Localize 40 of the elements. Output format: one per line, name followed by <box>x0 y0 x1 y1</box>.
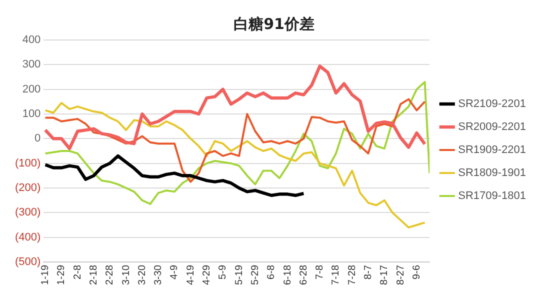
x-tick-label: 8-27 <box>395 264 406 285</box>
y-tick-label: 100 <box>22 108 41 120</box>
chart-title: 白糖91价差 <box>234 14 314 33</box>
x-tick-label: 3-20 <box>136 264 148 285</box>
x-tick-label: 3-10 <box>120 264 132 285</box>
x-tick-label: 4-29 <box>202 264 213 285</box>
y-tick-label: 300 <box>22 58 41 71</box>
x-tick-label: 1-19 <box>40 264 52 285</box>
y-tick-label: (400) <box>14 231 41 244</box>
x-tick-label: 2-8 <box>72 264 84 280</box>
legend-label: SR1809-1901 <box>458 167 526 180</box>
x-tick-label: 7-8 <box>314 264 326 280</box>
y-tick-label: (100) <box>14 157 41 170</box>
y-tick-label: 200 <box>22 83 41 96</box>
x-tick-label: 9-6 <box>411 264 422 280</box>
x-tick-label: 5-19 <box>234 264 245 285</box>
legend-label: SR2009-2201 <box>458 121 526 134</box>
x-tick-label: 7-18 <box>330 264 342 285</box>
y-tick-label: 0 <box>34 132 41 145</box>
x-tick-label: 2-28 <box>104 264 116 285</box>
x-tick-label: 4-19 <box>185 264 196 285</box>
y-tick-label: 400 <box>22 34 41 46</box>
x-tick-label: 8-7 <box>363 264 374 280</box>
legend-label: SR2109-2201 <box>458 98 526 110</box>
x-tick-label: 7-28 <box>346 264 358 285</box>
legend-label: SR1709-1801 <box>458 190 526 202</box>
x-tick-label: 5-29 <box>250 264 261 285</box>
x-tick-label: 6-28 <box>298 264 310 285</box>
x-tick-label: 8-17 <box>379 264 390 285</box>
y-tick-label: (200) <box>14 182 41 194</box>
x-tick-label: 6-18 <box>282 264 294 285</box>
legend-label: SR1909-2201 <box>458 144 526 156</box>
y-tick-label: (500) <box>14 256 41 268</box>
x-tick-label: 4-9 <box>169 264 180 280</box>
x-tick-label: 5-9 <box>218 264 229 280</box>
x-tick-label: 2-18 <box>88 264 100 285</box>
x-tick-label: 6-8 <box>266 264 278 280</box>
x-tick-label: 3-30 <box>153 264 164 285</box>
y-tick-label: (300) <box>14 206 41 219</box>
x-tick-label: 1-29 <box>56 264 68 285</box>
